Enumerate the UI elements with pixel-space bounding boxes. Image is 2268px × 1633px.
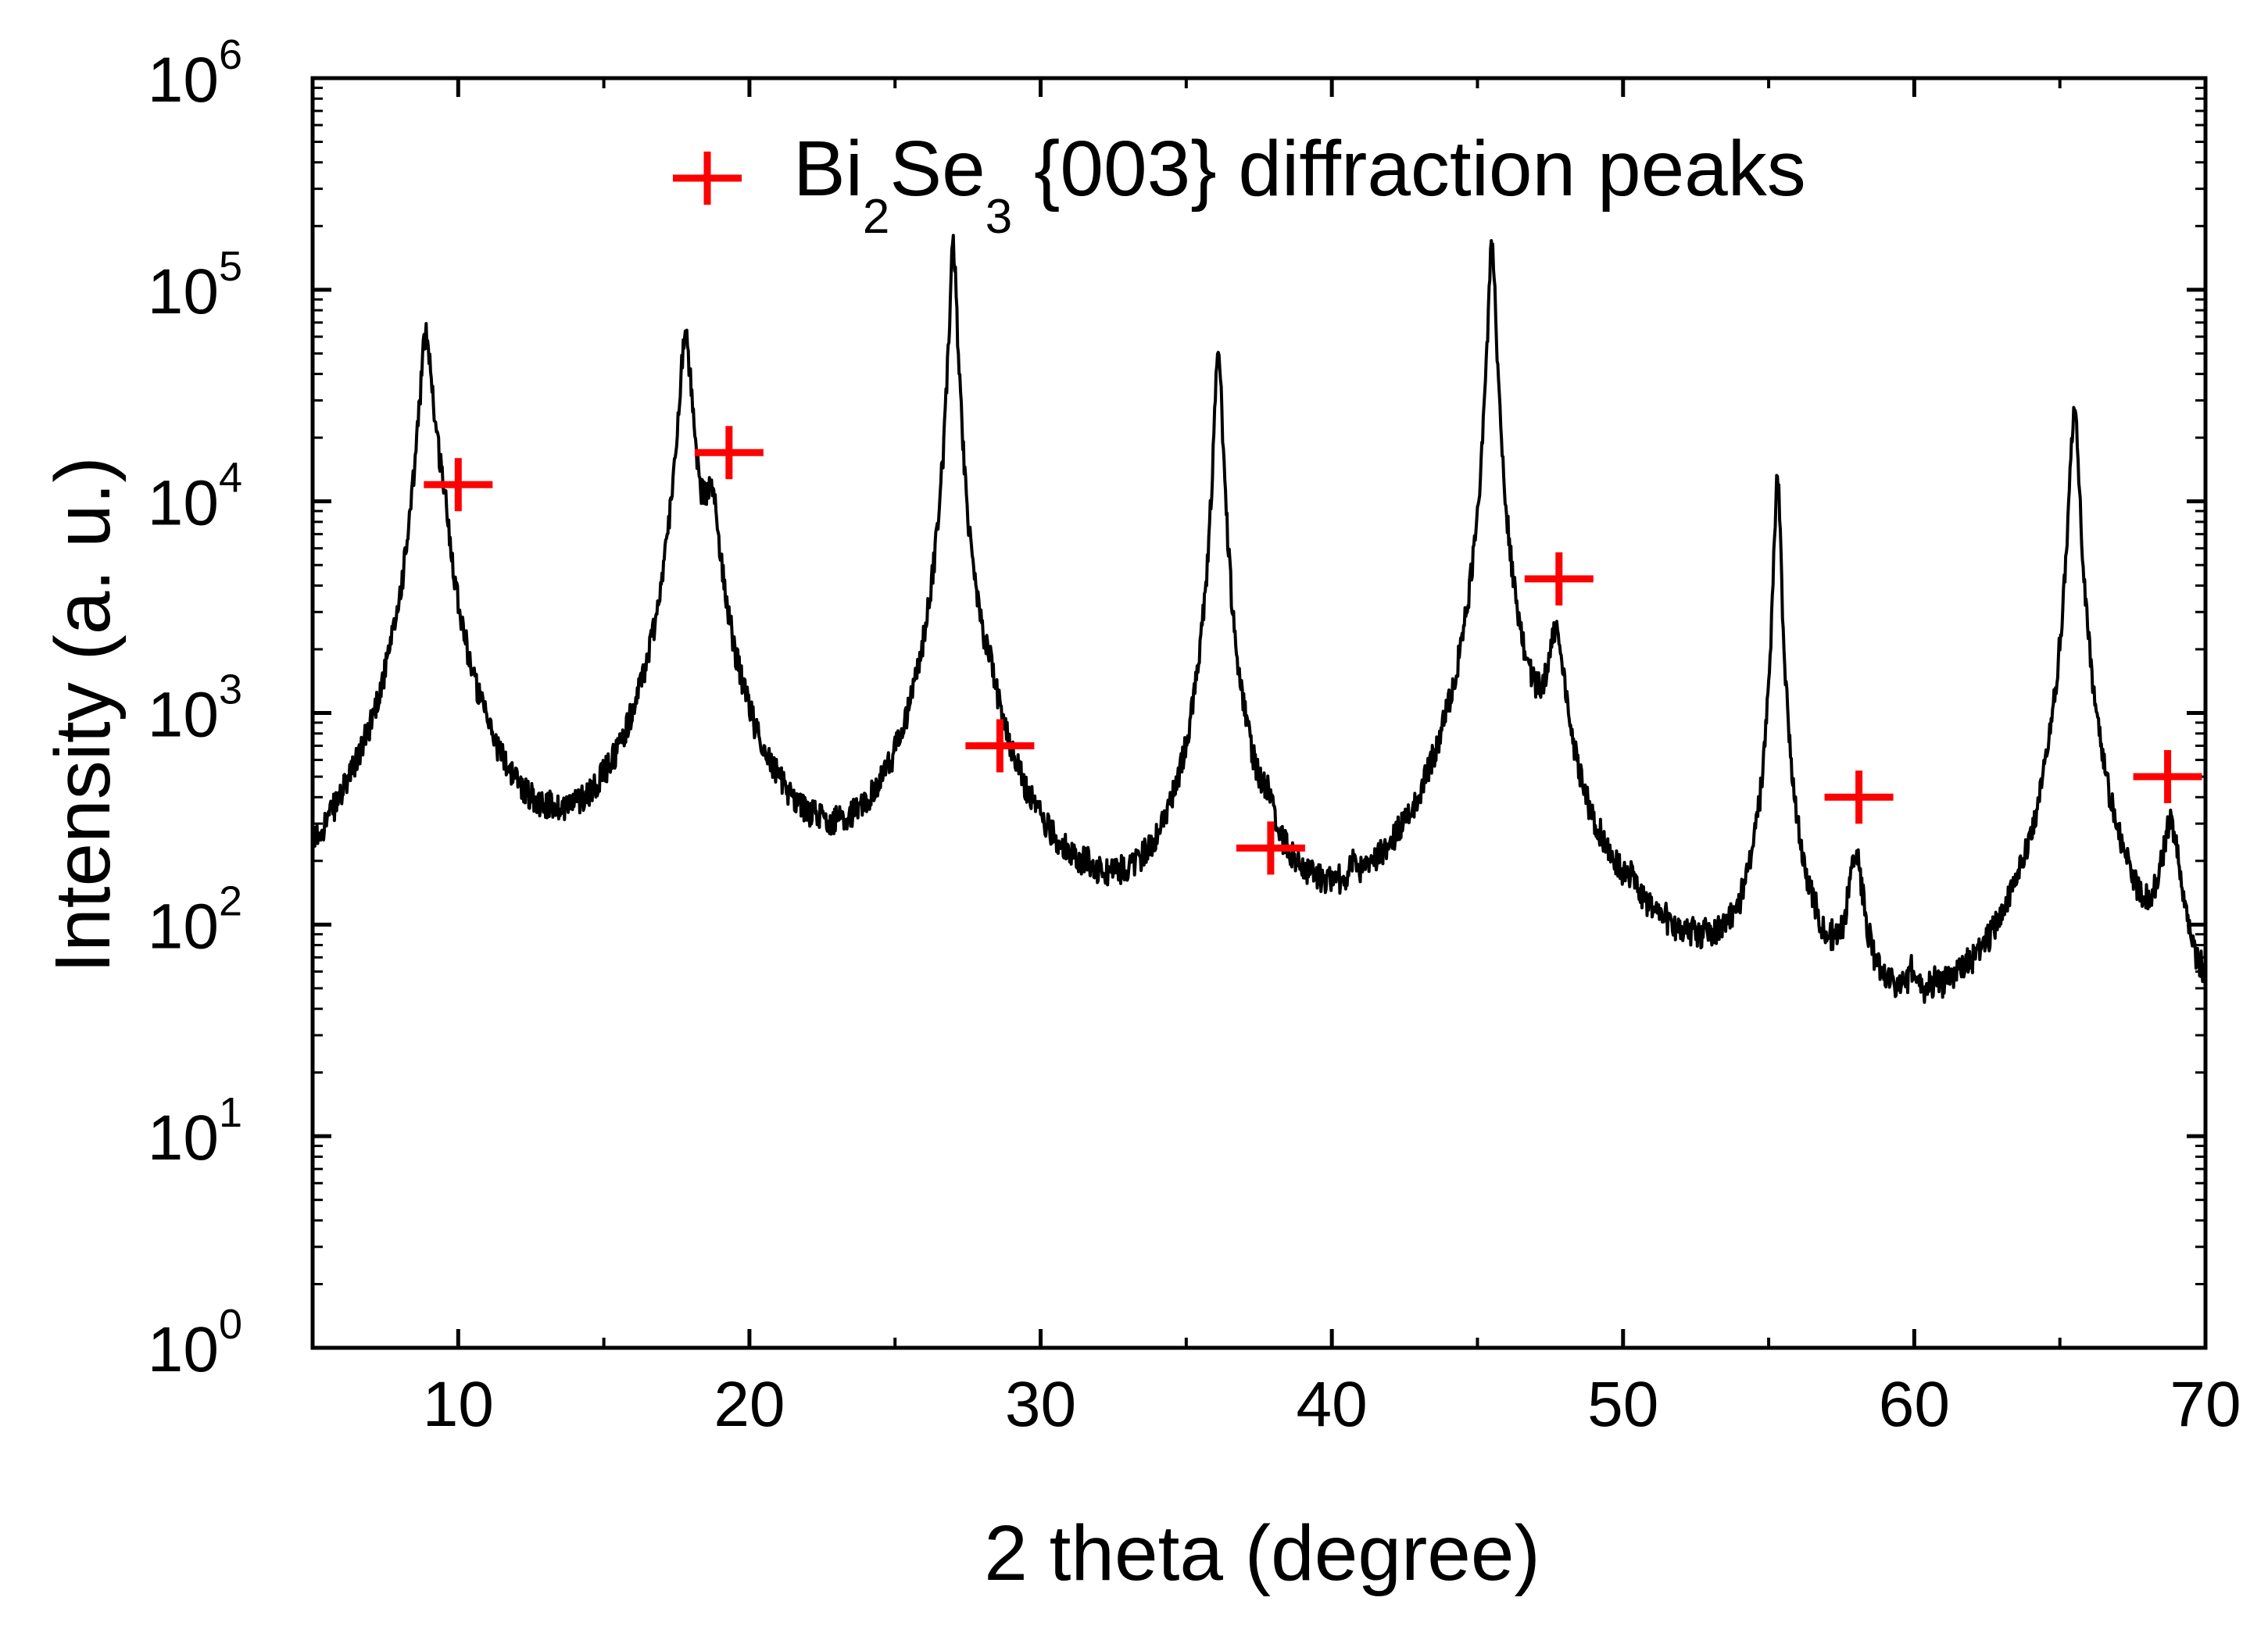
- x-tick-label: 10: [423, 1369, 494, 1440]
- bi2se3-peak-marker: [2133, 750, 2202, 804]
- y-tick-exponent: 2: [219, 877, 242, 924]
- x-tick-label: 30: [1005, 1369, 1076, 1440]
- legend-label: Bi2Se3 {003} diffraction peaks: [793, 125, 1806, 244]
- y-tick-base: 10: [148, 468, 219, 539]
- y-axis-title: Intensity (a. u.): [39, 456, 127, 973]
- bi2se3-peak-marker: [424, 458, 493, 512]
- y-tick-label: 106: [148, 31, 242, 116]
- y-tick-base: 10: [148, 1102, 219, 1174]
- legend-marker: [673, 152, 742, 205]
- plot-frame: [310, 76, 2208, 1350]
- y-tick-exponent: 0: [219, 1301, 242, 1348]
- y-tick-base: 10: [148, 891, 219, 962]
- y-tick-exponent: 4: [219, 455, 242, 502]
- y-tick-base: 10: [148, 256, 219, 327]
- y-tick-label: 103: [148, 666, 242, 751]
- legend-sub-3: 3: [986, 190, 1012, 244]
- y-tick-exponent: 3: [219, 666, 242, 713]
- bi2se3-peak-marker: [694, 426, 764, 480]
- legend: Bi2Se3 {003} diffraction peaks: [673, 125, 1806, 244]
- legend-formula-se: Se: [889, 125, 985, 213]
- y-tick-exponent: 5: [219, 243, 242, 290]
- y-tick-label: 104: [148, 455, 242, 539]
- x-tick-label: 60: [1879, 1369, 1950, 1440]
- bi2se3-peak-marker: [1236, 821, 1305, 875]
- y-tick-exponent: 6: [219, 31, 242, 78]
- y-tick-base: 10: [148, 1314, 219, 1385]
- y-tick-label: 101: [148, 1089, 242, 1174]
- bi2se3-peak-marker: [1524, 552, 1594, 606]
- y-tick-base: 10: [148, 680, 219, 751]
- y-tick-base: 10: [148, 45, 219, 116]
- legend-plus-marker: [673, 152, 742, 205]
- legend-sub-2: 2: [863, 190, 889, 244]
- x-axis-title: 2 theta (degree): [984, 1510, 1540, 1597]
- y-tick-label: 102: [148, 877, 242, 962]
- legend-description: {003} diffraction peaks: [1012, 125, 1806, 213]
- y-tick-label: 100: [148, 1301, 242, 1385]
- y-tick-exponent: 1: [219, 1089, 242, 1136]
- peak-markers: [424, 426, 2202, 875]
- spectrum-line: [311, 234, 2207, 1004]
- bi2se3-peak-marker: [965, 719, 1035, 773]
- x-tick-label: 40: [1297, 1369, 1368, 1440]
- spectrum-layer: [311, 234, 2207, 1004]
- x-tick-label: 50: [1587, 1369, 1658, 1440]
- x-tick-label: 20: [714, 1369, 785, 1440]
- y-tick-label: 105: [148, 243, 242, 327]
- x-tick-label: 70: [2170, 1369, 2241, 1440]
- bi2se3-peak-marker: [1824, 770, 1894, 824]
- legend-formula-bi: Bi: [793, 125, 863, 213]
